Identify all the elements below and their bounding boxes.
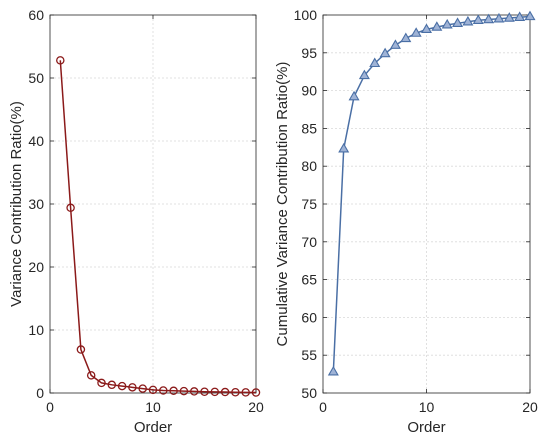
right-ytick-label: 65	[301, 272, 317, 288]
left-data-point	[231, 387, 240, 397]
right-ytick-label: 80	[301, 158, 317, 174]
right-data-point	[338, 142, 350, 153]
left-xtick-label: 0	[46, 399, 54, 415]
right-data-point	[420, 23, 433, 34]
right-data-point	[524, 10, 536, 21]
left-xtick-label: 10	[145, 399, 161, 415]
left-data-point	[241, 388, 250, 397]
right-chart: 50 55 60 65 70 75 80 85 90 95 100 0 10 20 Order Cumulat…	[274, 7, 538, 436]
left-ytick-label: 30	[28, 196, 44, 212]
left-data-point	[76, 345, 86, 354]
left-data-point	[107, 380, 117, 390]
left-data-point	[159, 386, 168, 395]
left-ylabel: Variance Contribution Ratio(%)	[8, 101, 25, 307]
left-ytick-label: 0	[36, 385, 44, 401]
right-xtick-label: 10	[419, 399, 435, 415]
right-ylabel: Cumulative Variance Contribution Ratio(%…	[274, 62, 291, 347]
right-ytick-label: 100	[294, 7, 318, 23]
right-ytick-label: 95	[301, 45, 317, 61]
left-data-point	[220, 387, 230, 397]
right-data-point	[503, 12, 515, 22]
left-data-point	[117, 381, 127, 391]
right-ytick-label: 50	[301, 385, 317, 401]
left-xlabel: Order	[134, 419, 172, 436]
right-data-point	[441, 18, 453, 29]
right-ytick-label: 75	[301, 196, 317, 212]
right-series-line	[332, 15, 531, 372]
left-data-point	[56, 56, 65, 65]
left-data-point	[179, 386, 189, 396]
left-data-point	[200, 387, 209, 396]
right-ytick-label: 90	[301, 83, 317, 99]
right-data-point	[472, 14, 484, 24]
right-data-point	[327, 365, 339, 376]
right-data-point	[379, 47, 391, 58]
left-data-point	[97, 378, 106, 388]
right-data-point	[431, 21, 443, 31]
right-data-point	[389, 39, 401, 49]
left-chart: 0 10 20 30 40 50 60 0 10 20 Order Variance Contribu…	[8, 7, 264, 436]
right-data-point	[462, 15, 474, 26]
left-data-point	[148, 385, 158, 395]
left-ytick-label: 10	[28, 322, 44, 338]
right-data-point	[514, 11, 526, 21]
right-ytick-label: 70	[301, 234, 317, 250]
left-data-point	[251, 388, 261, 397]
right-ytick-label: 60	[301, 309, 317, 325]
right-xlabel: Order	[407, 419, 445, 436]
right-data-point	[348, 90, 360, 101]
left-ytick-label: 20	[28, 259, 44, 275]
right-data-point	[493, 12, 505, 23]
right-data-point	[400, 32, 412, 43]
left-xtick-label: 20	[248, 399, 264, 415]
right-data-point	[483, 13, 495, 24]
left-data-point	[210, 387, 220, 397]
right-ytick-label: 55	[301, 347, 317, 363]
left-data-point	[138, 384, 147, 393]
right-data-point	[369, 57, 381, 68]
left-series-line	[59, 60, 257, 394]
left-data-point	[189, 387, 199, 396]
left-ytick-label: 50	[28, 70, 44, 86]
right-xtick-label: 0	[319, 399, 327, 415]
left-data-point	[128, 383, 137, 392]
right-data-point	[452, 17, 464, 27]
right-ytick-label: 85	[301, 120, 317, 136]
left-data-point	[169, 386, 178, 396]
left-ytick-label: 40	[28, 133, 44, 149]
right-xtick-label: 20	[522, 399, 538, 415]
right-data-point	[358, 69, 370, 80]
right-data-point	[410, 27, 422, 37]
left-data-point	[66, 203, 75, 213]
left-data-point	[86, 371, 96, 380]
left-ytick-label: 60	[28, 7, 44, 23]
